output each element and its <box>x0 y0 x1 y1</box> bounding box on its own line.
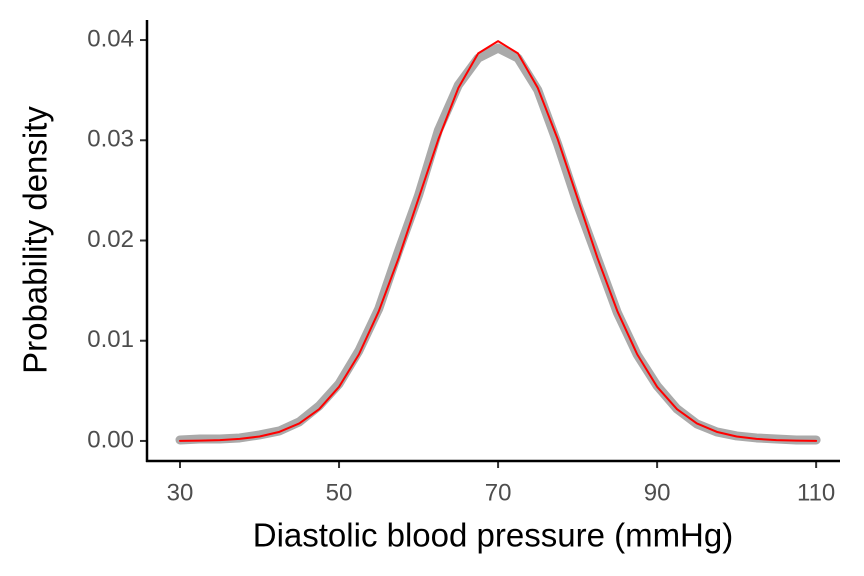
density-line <box>175 43 821 445</box>
y-tick-label: 0.03 <box>87 126 134 153</box>
density-line <box>179 40 818 442</box>
x-tick-label: 30 <box>167 479 194 506</box>
y-tick-label: 0.01 <box>87 326 134 353</box>
x-tick-label: 70 <box>485 479 512 506</box>
y-tick-label: 0.04 <box>87 25 134 52</box>
x-tick-label: 50 <box>326 479 353 506</box>
x-tick-label: 110 <box>797 479 835 506</box>
y-tick-label: 0.00 <box>87 426 134 453</box>
y-tick-label: 0.02 <box>87 226 134 253</box>
x-axis-label: Diastolic blood pressure (mmHg) <box>253 517 733 554</box>
x-tick-label: 90 <box>644 479 671 506</box>
y-axis-label: Probability density <box>17 106 54 374</box>
